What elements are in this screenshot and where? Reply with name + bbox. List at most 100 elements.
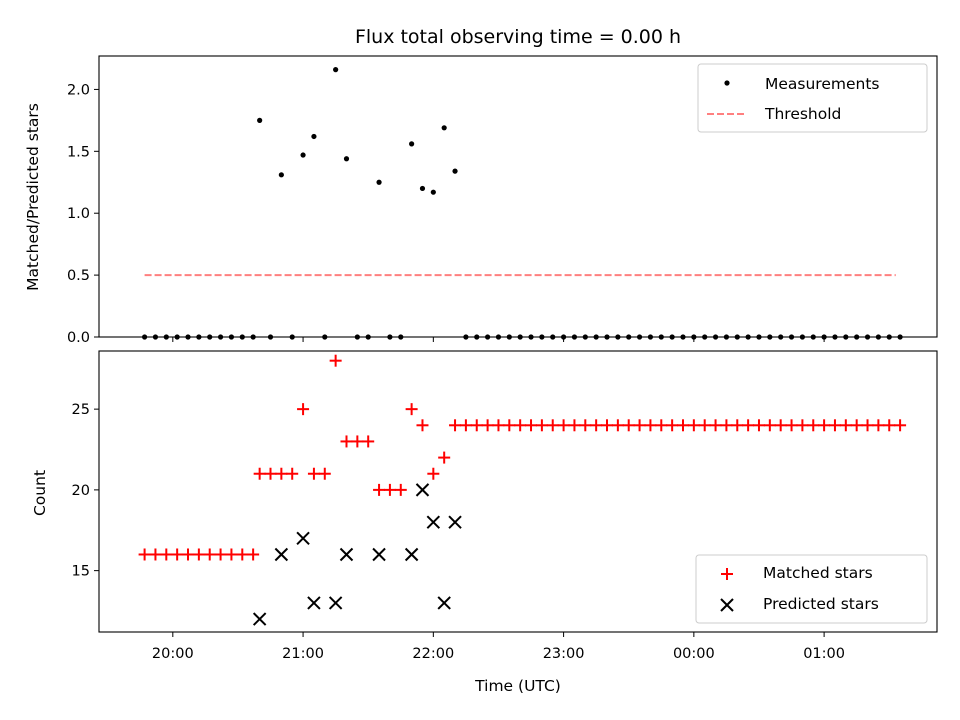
matched-star-point [894, 419, 907, 432]
measurement-point [419, 185, 426, 192]
matched-star-point [601, 419, 614, 432]
top-panel: Flux total observing time = 0.00 h Match… [24, 26, 938, 346]
matched-star-point [546, 419, 559, 432]
bottom-legend: Matched stars Predicted stars [695, 554, 928, 624]
measurement-point [333, 67, 339, 73]
x-stroke [339, 547, 354, 562]
matched-star-point [807, 419, 820, 432]
top-legend-box [697, 63, 928, 133]
bottom-y-axis: 15 20 25 [72, 402, 99, 580]
x-stroke [252, 612, 267, 626]
legend-matched-marker [721, 568, 733, 580]
matched-star-point [742, 419, 755, 432]
matched-star-point [286, 467, 299, 480]
x-tick-label: 21:00 [282, 646, 324, 662]
measurement-point [441, 125, 447, 131]
matched-star-point [525, 419, 538, 432]
matched-star-point [579, 419, 592, 432]
matched-star-point [709, 419, 722, 432]
matched-star-point [459, 419, 472, 432]
matched-star-point [373, 483, 386, 496]
measurement-point [278, 172, 284, 178]
predicted-star-point [307, 596, 321, 610]
matched-star-point [318, 467, 331, 480]
legend-measurements-label: Measurements [765, 75, 880, 93]
predicted-star-point [296, 531, 310, 546]
matched-star-point [655, 419, 668, 432]
measurement-point [300, 152, 306, 158]
legend-matched-label: Matched stars [763, 564, 873, 582]
matched-star-point [535, 419, 548, 432]
matched-star-point [644, 419, 657, 432]
matched-star-point [362, 435, 375, 448]
predicted-star-point [328, 596, 343, 610]
matched-star-point [470, 419, 483, 432]
x-stroke [296, 531, 310, 546]
matched-star-point [449, 419, 462, 432]
matched-star-point [192, 548, 205, 561]
top-legend: Measurements Threshold [697, 63, 928, 133]
predicted-star-point [404, 547, 419, 562]
predicted-star-point [415, 483, 430, 497]
chart-title: Flux total observing time = 0.00 h [355, 26, 681, 48]
matched-star-point [720, 419, 733, 432]
y-tick-label: 2.0 [67, 82, 90, 98]
matched-star-point [676, 419, 689, 432]
legend-threshold-label: Threshold [764, 105, 841, 123]
x-stroke [274, 547, 289, 562]
matched-star-point [297, 403, 310, 416]
x-stroke [448, 515, 462, 529]
y-tick-label: 1.0 [67, 206, 90, 222]
matched-star-point [698, 419, 711, 432]
measurement-point [311, 133, 317, 140]
measurement-point [409, 141, 415, 147]
matched-star-point [818, 419, 831, 432]
x-tick-label: 22:00 [412, 646, 454, 662]
predicted-star-point [274, 547, 289, 562]
matched-star-point [557, 419, 570, 432]
y-tick-label: 15 [72, 564, 90, 580]
measurement-point [343, 156, 350, 162]
matched-star-point [416, 419, 429, 432]
bottom-y-axis-label: Count [31, 470, 49, 516]
matched-star-point [394, 483, 407, 496]
predicted-star-point [372, 547, 386, 562]
measurement-point [452, 168, 458, 174]
top-y-axis: 0.0 0.5 1.0 1.5 2.0 [67, 82, 99, 346]
y-tick-label: 1.5 [67, 144, 90, 160]
matched-star-point [883, 419, 896, 432]
predicted-star-point [426, 515, 441, 529]
predicted-star-point [339, 547, 354, 562]
x-tick-label: 00:00 [673, 646, 715, 662]
matched-star-point [329, 354, 342, 367]
y-tick-label: 20 [72, 483, 90, 499]
matched-star-point [264, 467, 277, 480]
bottom-legend-box [695, 554, 928, 624]
predicted-star-point [437, 596, 451, 610]
matched-star-point [171, 548, 184, 561]
matched-star-point [774, 419, 787, 432]
matched-star-point [253, 467, 266, 480]
matched-star-point [514, 419, 527, 432]
matched-star-point [182, 548, 195, 561]
matched-star-point [850, 419, 863, 432]
matched-star-point [503, 419, 516, 432]
bottom-axes-frame [98, 350, 938, 633]
matched-star-point [796, 419, 809, 432]
matched-star-point [872, 419, 885, 432]
matched-star-point [340, 435, 353, 448]
matched-star-point [731, 419, 744, 432]
predicted-star-point [448, 515, 462, 529]
measurement-point [430, 189, 436, 195]
predicted-star-point [252, 612, 267, 626]
matched-star-point [687, 419, 700, 432]
legend-predicted-label: Predicted stars [763, 595, 879, 613]
x-stroke [307, 596, 321, 610]
matched-star-point [405, 403, 418, 416]
matched-star-point [160, 548, 173, 561]
x-tick-label: 23:00 [543, 646, 585, 662]
y-tick-label: 0.5 [67, 268, 90, 284]
legend-predicted-marker [720, 598, 734, 612]
